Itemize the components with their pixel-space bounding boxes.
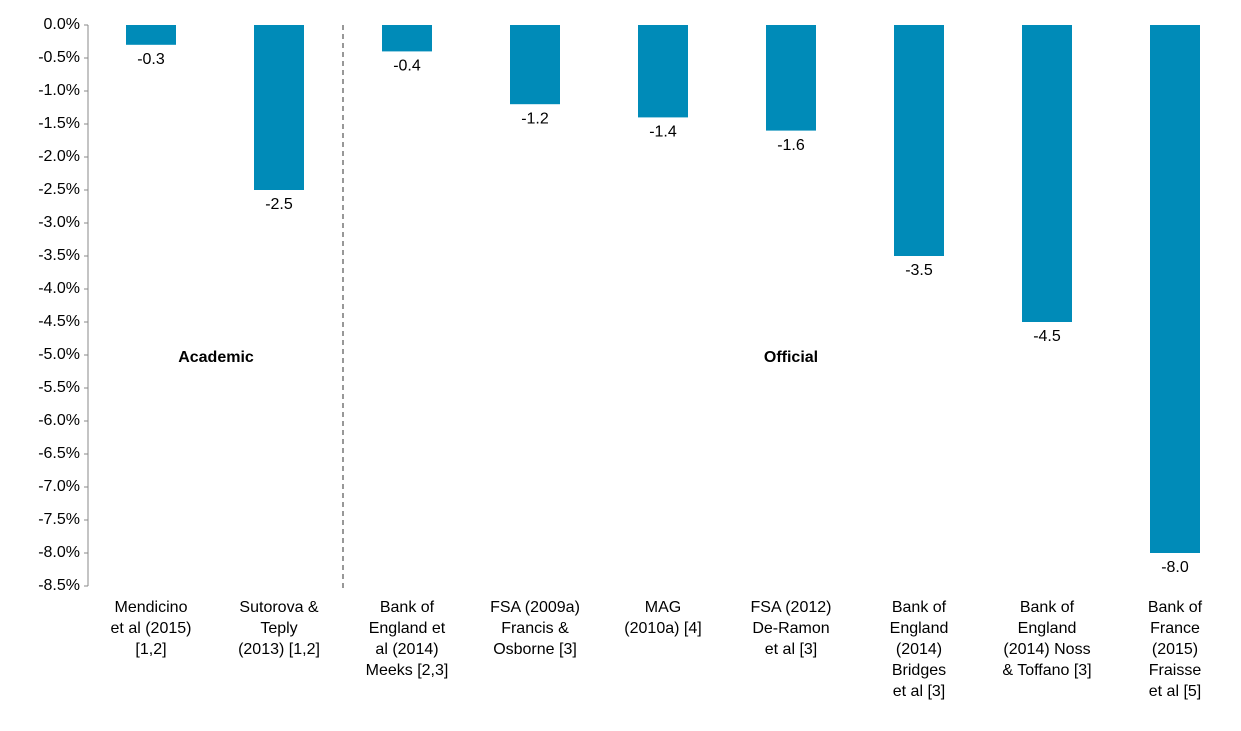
y-tick-label: -2.0% (38, 148, 80, 165)
y-tick-label: -4.5% (38, 313, 80, 330)
x-tick-label: Mendicino et al (2015) [1,2] (110, 599, 192, 658)
bar (510, 25, 560, 105)
y-tick-label: -5.0% (38, 346, 80, 363)
y-tick-label: -5.5% (38, 379, 80, 396)
y-tick-label: -3.0% (38, 214, 80, 231)
x-tick-label: Bank of England (2014) Noss & Toffano [3… (1002, 599, 1092, 679)
y-tick-label: -0.5% (38, 49, 80, 66)
x-tick-label: MAG (2010a) [4] (624, 599, 702, 637)
x-tick-label: FSA (2012) De-Ramon et al [3] (750, 599, 832, 658)
bar (254, 25, 304, 190)
y-tick-label: -4.0% (38, 280, 80, 297)
data-label: -1.2 (521, 110, 549, 127)
data-label: -4.5 (1033, 328, 1061, 345)
y-tick-label: 0.0% (44, 16, 80, 33)
bar (382, 25, 432, 52)
data-label: -1.6 (777, 137, 805, 154)
y-tick-label: -8.0% (38, 544, 80, 561)
x-tick-label: FSA (2009a) Francis & Osborne [3] (490, 599, 580, 658)
y-tick-label: -6.0% (38, 412, 80, 429)
bar (766, 25, 816, 131)
annotation: Academic (178, 349, 254, 366)
bar (126, 25, 176, 45)
y-tick-label: -1.5% (38, 115, 80, 132)
data-label: -1.4 (649, 124, 677, 141)
y-tick-label: -3.5% (38, 247, 80, 264)
data-label: -3.5 (905, 262, 933, 279)
data-label: -2.5 (265, 196, 293, 213)
annotation: Official (764, 349, 818, 366)
bar (1022, 25, 1072, 322)
bar (1150, 25, 1200, 553)
data-label: -8.0 (1161, 559, 1189, 576)
y-tick-label: -7.5% (38, 511, 80, 528)
y-tick-label: -2.5% (38, 181, 80, 198)
data-label: -0.4 (393, 58, 421, 75)
x-tick-label: Bank of France (2015) Fraisse et al [5] (1147, 599, 1203, 700)
y-tick-label: -8.5% (38, 577, 80, 594)
y-tick-label: -7.0% (38, 478, 80, 495)
data-label: -0.3 (137, 51, 165, 68)
x-tick-label: Bank of England et al (2014) Meeks [2,3] (365, 599, 449, 679)
bar (894, 25, 944, 256)
bar (638, 25, 688, 118)
y-tick-label: -6.5% (38, 445, 80, 462)
x-tick-label: Sutorova & Teply (2013) [1,2] (238, 599, 320, 658)
x-tick-label: Bank of England (2014) Bridges et al [3] (889, 599, 949, 700)
y-tick-label: -1.0% (38, 82, 80, 99)
